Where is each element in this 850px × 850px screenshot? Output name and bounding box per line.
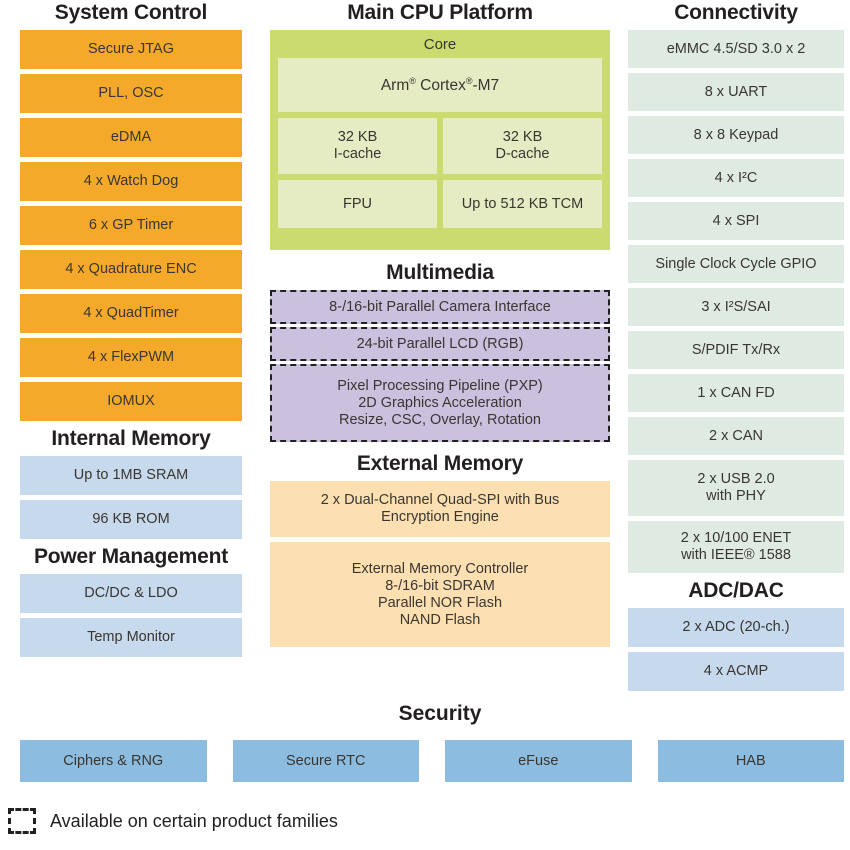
block-icache[interactable]: 32 KB I-cache <box>278 118 437 174</box>
registered-icon-2: ® <box>465 75 473 86</box>
block-dcdc-ldo[interactable]: DC/DC & LDO <box>20 574 242 613</box>
cortex-suffix: -M7 <box>472 76 500 94</box>
power-management-heading: Power Management <box>33 545 228 568</box>
qspi-line-2: Encryption Engine <box>381 509 499 525</box>
block-secure-rtc[interactable]: Secure RTC <box>232 740 419 782</box>
block-hab[interactable]: HAB <box>657 740 844 782</box>
emc-line-3: Parallel NOR Flash <box>377 594 503 611</box>
block-gp-timer[interactable]: 6 x GP Timer <box>20 206 242 245</box>
block-enet[interactable]: 2 x 10/100 ENET with IEEE® 1588 <box>628 521 844 573</box>
block-i2c[interactable]: 4 x I²C <box>628 159 844 197</box>
block-secure-jtag[interactable]: Secure JTAG <box>20 30 242 69</box>
block-tcm[interactable]: Up to 512 KB TCM <box>443 180 602 228</box>
security-row: Ciphers & RNG Secure RTC eFuse HAB <box>20 740 844 782</box>
cortex-mid: Cortex <box>415 76 466 94</box>
block-i2s-sai[interactable]: 3 x I²S/SAI <box>628 288 844 326</box>
block-spi[interactable]: 4 x SPI <box>628 202 844 240</box>
enet-line-1: 2 x 10/100 ENET <box>680 530 792 546</box>
block-arm-cortex-m7[interactable]: Arm® Cortex®-M7 <box>278 58 602 112</box>
core-label: Core <box>423 35 457 53</box>
block-can[interactable]: 2 x CAN <box>628 417 844 455</box>
system-control-column: System Control Secure JTAG PLL, OSC eDMA… <box>20 0 242 662</box>
block-adc[interactable]: 2 x ADC (20-ch.) <box>628 608 844 647</box>
block-can-fd[interactable]: 1 x CAN FD <box>628 374 844 412</box>
block-uart[interactable]: 8 x UART <box>628 73 844 111</box>
emc-line-2: 8-/16-bit SDRAM <box>385 577 495 594</box>
block-emmc-sd[interactable]: eMMC 4.5/SD 3.0 x 2 <box>628 30 844 68</box>
usb-line-1: 2 x USB 2.0 <box>697 471 775 487</box>
internal-memory-heading: Internal Memory <box>51 427 211 450</box>
main-cpu-platform-heading: Main CPU Platform <box>347 1 533 24</box>
block-acmp[interactable]: 4 x ACMP <box>628 652 844 691</box>
block-parallel-lcd[interactable]: 24-bit Parallel LCD (RGB) <box>270 327 610 361</box>
cortex-prefix: Arm <box>380 76 410 94</box>
block-pll-osc[interactable]: PLL, OSC <box>20 74 242 113</box>
block-usb[interactable]: 2 x USB 2.0 with PHY <box>628 460 844 516</box>
pxp-line-2: 2D Graphics Acceleration <box>358 394 522 411</box>
block-efuse[interactable]: eFuse <box>445 740 632 782</box>
block-watch-dog[interactable]: 4 x Watch Dog <box>20 162 242 201</box>
main-cpu-platform-box: Core Arm® Cortex®-M7 32 KB I-cache <box>270 30 610 250</box>
block-gpio[interactable]: Single Clock Cycle GPIO <box>628 245 844 283</box>
block-iomux[interactable]: IOMUX <box>20 382 242 421</box>
qspi-line-1: 2 x Dual-Channel Quad-SPI with Bus <box>320 492 560 508</box>
block-flexpwm[interactable]: 4 x FlexPWM <box>20 338 242 377</box>
connectivity-column: Connectivity eMMC 4.5/SD 3.0 x 2 8 x UAR… <box>628 0 844 696</box>
connectivity-heading: Connectivity <box>674 1 798 24</box>
block-edma[interactable]: eDMA <box>20 118 242 157</box>
legend-text: Available on certain product families <box>50 810 338 831</box>
system-control-heading: System Control <box>54 1 208 24</box>
dashed-box-icon <box>8 808 36 834</box>
icache-line-2: I-cache <box>333 146 382 162</box>
block-quadtimer[interactable]: 4 x QuadTimer <box>20 294 242 333</box>
multimedia-heading: Multimedia <box>386 261 494 284</box>
enet-line-2: with IEEE® 1588 <box>681 547 791 563</box>
usb-line-2: with PHY <box>706 488 766 504</box>
block-external-memory-controller[interactable]: External Memory Controller 8-/16-bit SDR… <box>270 542 610 647</box>
icache-line-1: 32 KB <box>337 129 378 145</box>
block-fpu[interactable]: FPU <box>278 180 437 228</box>
block-keypad[interactable]: 8 x 8 Keypad <box>628 116 844 154</box>
block-rom[interactable]: 96 KB ROM <box>20 500 242 539</box>
block-temp-monitor[interactable]: Temp Monitor <box>20 618 242 657</box>
block-quadrature-enc[interactable]: 4 x Quadrature ENC <box>20 250 242 289</box>
dcache-line-2: D-cache <box>495 146 550 162</box>
block-ciphers-rng[interactable]: Ciphers & RNG <box>20 740 207 782</box>
legend: Available on certain product families <box>8 808 338 834</box>
pxp-line-3: Resize, CSC, Overlay, Rotation <box>338 411 541 428</box>
registered-icon-1: ® <box>409 75 416 86</box>
adc-dac-heading: ADC/DAC <box>688 579 784 602</box>
block-quad-spi[interactable]: 2 x Dual-Channel Quad-SPI with Bus Encry… <box>270 481 610 537</box>
emc-line-4: NAND Flash <box>399 611 481 628</box>
block-parallel-camera-interface[interactable]: 8-/16-bit Parallel Camera Interface <box>270 290 610 324</box>
security-heading: Security <box>398 702 482 725</box>
external-memory-heading: External Memory <box>356 452 524 475</box>
pxp-line-1: Pixel Processing Pipeline (PXP) <box>337 377 543 394</box>
emc-line-1: External Memory Controller <box>351 560 529 577</box>
block-dcache[interactable]: 32 KB D-cache <box>443 118 602 174</box>
block-spdif[interactable]: S/PDIF Tx/Rx <box>628 331 844 369</box>
dcache-line-1: 32 KB <box>502 129 543 145</box>
block-pixel-processing-pipeline[interactable]: Pixel Processing Pipeline (PXP) 2D Graph… <box>270 364 610 442</box>
cpu-and-memory-column: Main CPU Platform Core Arm® Cortex®-M7 3… <box>270 0 610 652</box>
block-sram[interactable]: Up to 1MB SRAM <box>20 456 242 495</box>
